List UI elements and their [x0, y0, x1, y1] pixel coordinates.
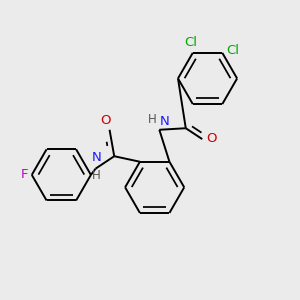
Text: N: N — [160, 115, 170, 128]
Text: H: H — [92, 169, 100, 182]
Text: H: H — [148, 113, 157, 126]
Text: F: F — [21, 168, 29, 182]
Text: O: O — [207, 132, 217, 145]
Text: N: N — [91, 151, 101, 164]
Text: Cl: Cl — [227, 44, 240, 57]
Text: Cl: Cl — [185, 35, 198, 49]
Text: O: O — [100, 114, 110, 127]
